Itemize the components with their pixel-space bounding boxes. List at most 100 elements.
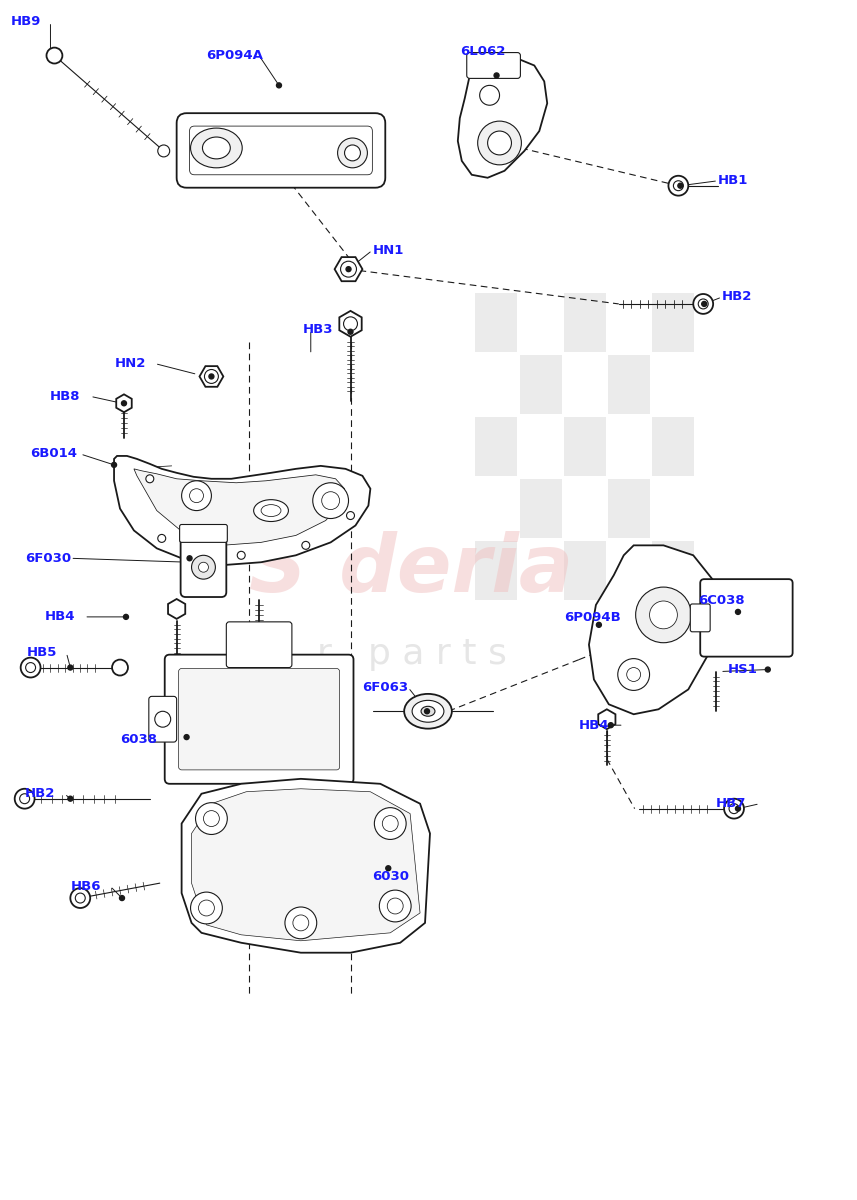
Text: HS1: HS1 <box>728 664 758 676</box>
FancyBboxPatch shape <box>226 622 292 667</box>
Polygon shape <box>134 469 345 545</box>
Text: HB4: HB4 <box>579 719 609 732</box>
Circle shape <box>285 907 317 938</box>
FancyBboxPatch shape <box>178 668 339 770</box>
Bar <box>476 418 518 476</box>
FancyBboxPatch shape <box>189 126 372 175</box>
Circle shape <box>477 121 521 164</box>
Circle shape <box>199 900 214 916</box>
Circle shape <box>608 722 614 727</box>
Circle shape <box>203 811 219 827</box>
Text: 6038: 6038 <box>120 732 157 745</box>
Circle shape <box>119 895 124 900</box>
Text: 6030: 6030 <box>372 870 410 883</box>
Circle shape <box>698 299 708 308</box>
Circle shape <box>15 788 34 809</box>
Circle shape <box>237 551 245 559</box>
Text: HB1: HB1 <box>718 174 748 187</box>
FancyBboxPatch shape <box>700 580 793 656</box>
FancyBboxPatch shape <box>177 113 386 187</box>
Circle shape <box>112 660 128 676</box>
Circle shape <box>192 556 215 580</box>
Circle shape <box>382 816 399 832</box>
Bar <box>564 418 606 476</box>
Ellipse shape <box>412 701 444 722</box>
Text: 6L062: 6L062 <box>460 46 505 58</box>
Circle shape <box>146 475 153 482</box>
Bar <box>476 293 518 352</box>
Text: HB9: HB9 <box>11 16 41 29</box>
Circle shape <box>75 893 85 904</box>
Text: HB2: HB2 <box>25 787 55 800</box>
Circle shape <box>123 614 129 619</box>
Polygon shape <box>114 456 370 565</box>
Circle shape <box>190 892 222 924</box>
Circle shape <box>488 131 512 155</box>
Circle shape <box>187 556 192 560</box>
Text: HN2: HN2 <box>115 358 147 370</box>
Text: S  deria: S deria <box>249 532 573 610</box>
Circle shape <box>678 184 683 188</box>
Ellipse shape <box>190 128 243 168</box>
Text: 6B014: 6B014 <box>31 448 78 461</box>
Circle shape <box>375 808 406 840</box>
Text: 6P094A: 6P094A <box>207 49 263 62</box>
Circle shape <box>494 73 499 78</box>
Bar <box>608 355 650 414</box>
Text: HB5: HB5 <box>27 646 57 659</box>
Circle shape <box>735 806 740 811</box>
Ellipse shape <box>338 138 368 168</box>
Circle shape <box>277 83 281 88</box>
Circle shape <box>158 534 165 542</box>
Circle shape <box>70 888 90 908</box>
Circle shape <box>189 488 203 503</box>
Circle shape <box>182 481 212 510</box>
Ellipse shape <box>261 505 281 516</box>
FancyBboxPatch shape <box>690 604 710 631</box>
Circle shape <box>158 145 170 157</box>
Circle shape <box>293 914 309 931</box>
Circle shape <box>729 804 739 814</box>
Bar <box>652 293 694 352</box>
Circle shape <box>111 462 117 467</box>
Circle shape <box>346 511 355 520</box>
Text: 6F030: 6F030 <box>25 552 71 565</box>
Circle shape <box>387 898 403 914</box>
Circle shape <box>636 587 692 643</box>
Circle shape <box>46 48 63 64</box>
Circle shape <box>205 370 219 384</box>
Text: r p a r t s: r p a r t s <box>316 637 506 671</box>
Circle shape <box>424 709 429 714</box>
FancyBboxPatch shape <box>180 524 227 542</box>
Text: HB8: HB8 <box>50 390 80 403</box>
Circle shape <box>650 601 677 629</box>
Ellipse shape <box>405 694 452 728</box>
Circle shape <box>302 541 309 550</box>
Circle shape <box>693 294 713 314</box>
Circle shape <box>199 563 208 572</box>
Text: 6C038: 6C038 <box>698 594 745 606</box>
Circle shape <box>122 401 127 406</box>
Text: HB4: HB4 <box>45 611 75 623</box>
Circle shape <box>26 662 35 672</box>
FancyBboxPatch shape <box>467 53 520 78</box>
Circle shape <box>313 482 349 518</box>
Circle shape <box>346 266 351 271</box>
Circle shape <box>596 623 602 628</box>
Polygon shape <box>458 59 548 178</box>
Circle shape <box>68 665 73 670</box>
Circle shape <box>340 262 357 277</box>
FancyBboxPatch shape <box>165 655 353 784</box>
Text: HB2: HB2 <box>722 290 752 304</box>
Circle shape <box>21 658 40 678</box>
Polygon shape <box>182 779 430 953</box>
Text: HN1: HN1 <box>372 244 404 257</box>
Circle shape <box>209 374 214 379</box>
Ellipse shape <box>345 145 361 161</box>
FancyBboxPatch shape <box>181 528 226 598</box>
Bar <box>608 479 650 538</box>
Circle shape <box>702 301 707 306</box>
Bar <box>519 479 561 538</box>
Bar <box>564 293 606 352</box>
Bar <box>476 541 518 600</box>
